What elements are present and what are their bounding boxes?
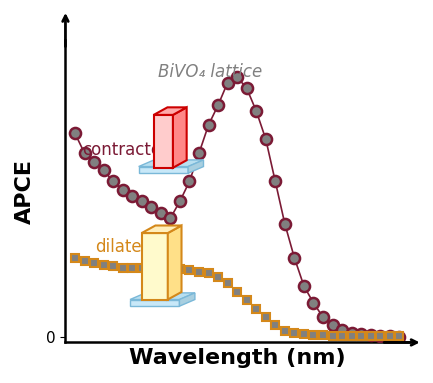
Polygon shape xyxy=(130,293,195,300)
Polygon shape xyxy=(173,107,187,168)
Y-axis label: APCE: APCE xyxy=(15,159,35,224)
Text: dilated: dilated xyxy=(95,238,152,256)
Polygon shape xyxy=(139,167,188,173)
Polygon shape xyxy=(142,233,168,300)
Polygon shape xyxy=(139,160,204,167)
Polygon shape xyxy=(154,115,173,168)
Polygon shape xyxy=(179,293,195,306)
Polygon shape xyxy=(154,107,187,115)
Polygon shape xyxy=(130,300,179,306)
Text: BiVO₄ lattice: BiVO₄ lattice xyxy=(158,62,262,80)
Polygon shape xyxy=(168,226,181,300)
Polygon shape xyxy=(188,160,204,173)
Polygon shape xyxy=(142,226,181,233)
Text: contracted: contracted xyxy=(82,141,172,159)
X-axis label: Wavelength (nm): Wavelength (nm) xyxy=(129,348,346,368)
